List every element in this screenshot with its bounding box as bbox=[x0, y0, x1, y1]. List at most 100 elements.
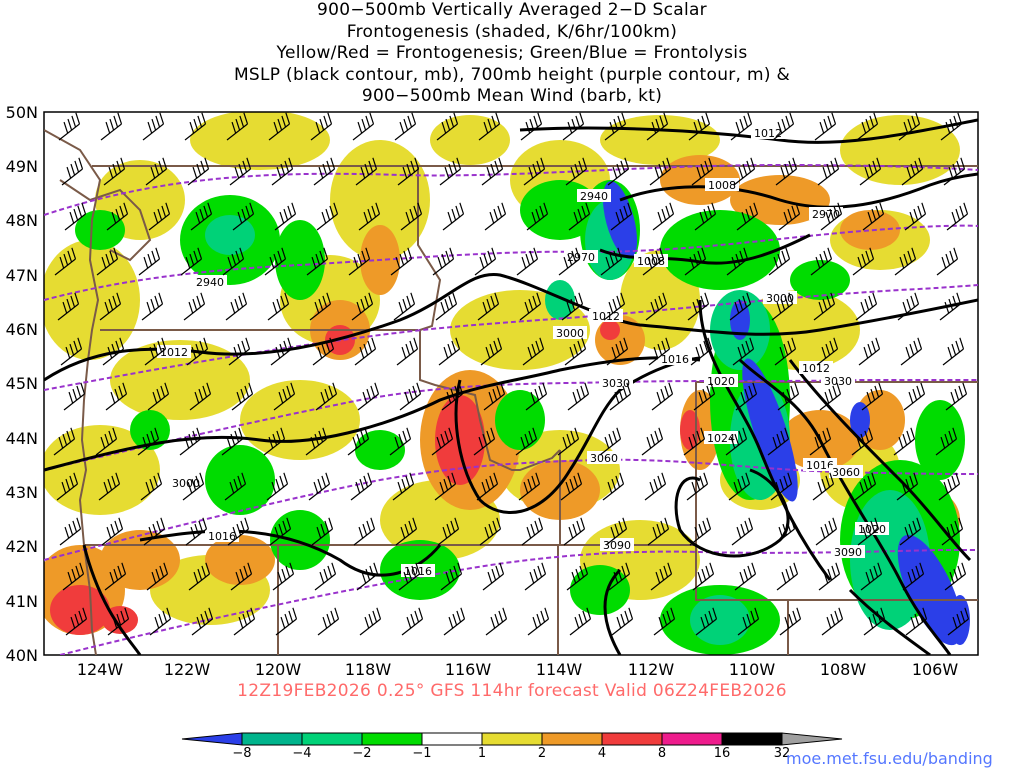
wind-barb bbox=[565, 157, 588, 186]
title-line: 900−500mb Mean Wind (barb, kt) bbox=[361, 86, 663, 106]
wind-barb bbox=[224, 472, 247, 501]
wind-barb bbox=[143, 517, 166, 546]
wind-barb bbox=[602, 472, 625, 501]
height-contour-label: 2940 bbox=[193, 275, 227, 289]
wind-barb bbox=[526, 202, 549, 231]
wind-barb bbox=[901, 157, 924, 186]
wind-barb bbox=[395, 517, 418, 546]
wind-barb bbox=[142, 112, 165, 141]
wind-barb bbox=[62, 562, 85, 591]
lon-label: 114W bbox=[535, 660, 583, 679]
wind-barb bbox=[65, 607, 88, 636]
wind-barb bbox=[229, 157, 252, 186]
wind-barb bbox=[354, 337, 377, 366]
svg-text:3090: 3090 bbox=[834, 546, 862, 559]
wind-barb bbox=[810, 247, 833, 276]
wind-barb bbox=[689, 517, 712, 546]
height-contour-label: 2970 bbox=[809, 207, 843, 221]
wind-barb bbox=[480, 337, 503, 366]
wind-barb bbox=[652, 202, 675, 231]
source-credit: moe.met.fsu.edu/banding bbox=[786, 749, 993, 768]
wind-barb bbox=[389, 427, 412, 456]
wind-barb bbox=[314, 562, 337, 591]
wind-barb bbox=[563, 517, 586, 546]
wind-barb bbox=[857, 517, 880, 546]
height-contour-label: 3060 bbox=[587, 451, 621, 465]
wind-barb bbox=[397, 157, 420, 186]
wind-barb bbox=[106, 202, 129, 231]
wind-barb bbox=[105, 382, 128, 411]
height-contour-label: 3060 bbox=[829, 465, 863, 479]
wind-barb bbox=[347, 427, 370, 456]
wind-barb bbox=[268, 112, 291, 141]
wind-barb bbox=[434, 472, 457, 501]
wind-barb bbox=[140, 472, 163, 501]
wind-barb bbox=[305, 427, 328, 456]
wind-barb bbox=[432, 247, 455, 276]
wind-barb bbox=[855, 292, 878, 321]
svg-text:1016: 1016 bbox=[661, 353, 689, 366]
wind-barb bbox=[775, 157, 798, 186]
svg-text:1012: 1012 bbox=[754, 127, 782, 140]
wind-barb bbox=[687, 292, 710, 321]
wind-barb bbox=[358, 202, 381, 231]
wind-barb bbox=[103, 157, 126, 186]
lat-label: 42N bbox=[5, 537, 38, 556]
wind-barb bbox=[767, 427, 790, 456]
wind-barb bbox=[734, 562, 757, 591]
wind-barb bbox=[940, 112, 963, 141]
wind-barb bbox=[649, 157, 672, 186]
colorbar-label: 16 bbox=[713, 746, 731, 761]
wind-barb bbox=[943, 157, 966, 186]
height-contour-label: 2940 bbox=[577, 189, 611, 203]
wind-barb bbox=[313, 157, 336, 186]
lon-label: 110W bbox=[728, 660, 776, 679]
wind-barb bbox=[435, 292, 458, 321]
wind-barb bbox=[476, 472, 499, 501]
wind-barb bbox=[821, 607, 844, 636]
wind-barb bbox=[522, 337, 545, 366]
wind-barb bbox=[185, 517, 208, 546]
wind-barb bbox=[396, 337, 419, 366]
wind-barb bbox=[904, 202, 927, 231]
wind-barb bbox=[768, 247, 791, 276]
wind-barb bbox=[525, 382, 548, 411]
wind-barb bbox=[861, 382, 884, 411]
wind-barb bbox=[473, 427, 496, 456]
wind-barb bbox=[275, 607, 298, 636]
wind-barb bbox=[59, 517, 82, 546]
svg-text:1012: 1012 bbox=[802, 362, 830, 375]
title-line: Yellow/Red = Frontogenesis; Green/Blue =… bbox=[276, 43, 748, 63]
wind-barb bbox=[474, 247, 497, 276]
wind-barb bbox=[944, 562, 967, 591]
wind-barb bbox=[137, 427, 160, 456]
title-line: Frontogenesis (shaded, K/6hr/100km) bbox=[346, 21, 678, 42]
lon-label: 106W bbox=[911, 660, 959, 679]
wind-barb bbox=[607, 157, 630, 186]
colorbar-label: −4 bbox=[292, 746, 312, 761]
wind-barb bbox=[605, 517, 628, 546]
wind-barb bbox=[862, 202, 885, 231]
height-contour-label: 3030 bbox=[821, 374, 855, 388]
wind-barb bbox=[686, 472, 709, 501]
mslp-contour-label: 1012 bbox=[799, 361, 833, 375]
wind-barb bbox=[145, 157, 168, 186]
wind-barb bbox=[610, 202, 633, 231]
title-line: 900−500mb Vertically Averaged 2−D Scalar bbox=[317, 0, 707, 20]
wind-barb bbox=[401, 607, 424, 636]
wind-barb bbox=[732, 337, 755, 366]
wind-barb bbox=[939, 292, 962, 321]
wind-barb bbox=[232, 202, 255, 231]
wind-barb bbox=[684, 247, 707, 276]
wind-barb bbox=[905, 607, 928, 636]
lon-label: 108W bbox=[819, 660, 867, 679]
wind-barb bbox=[477, 292, 500, 321]
wind-barb bbox=[146, 562, 169, 591]
wind-barb bbox=[443, 607, 466, 636]
wind-barb bbox=[611, 607, 634, 636]
wind-barb bbox=[96, 247, 119, 276]
wind-barb bbox=[729, 292, 752, 321]
wind-barb bbox=[516, 247, 539, 276]
chart-title: 900−500mb Vertically Averaged 2−D Scalar… bbox=[0, 0, 1024, 108]
